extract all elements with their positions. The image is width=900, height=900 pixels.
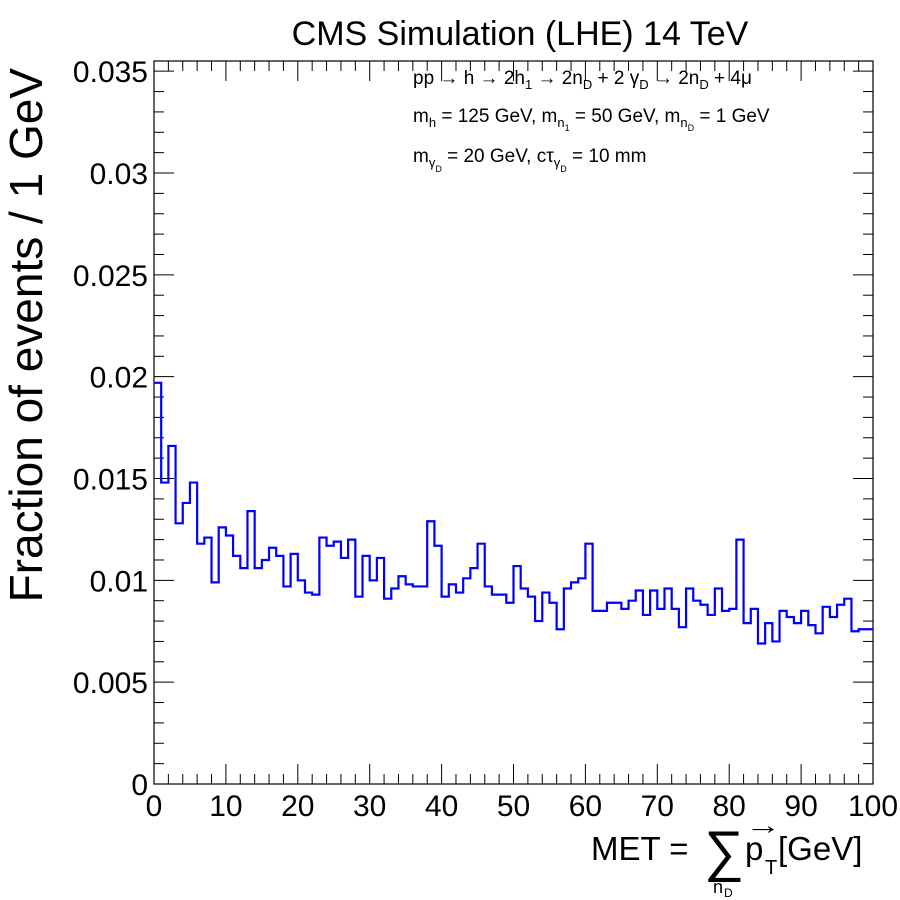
annotation-masses: mh = 125 GeV, mn1 = 50 GeV, mnD = 1 GeV: [413, 106, 770, 133]
x-tick-labels: 0 10 20 30 40 50 60 70 80 90 100: [146, 790, 898, 823]
y-tick-label: 0.03: [90, 158, 148, 191]
plot-frame: [153, 60, 874, 785]
y-tick-label: 0.025: [73, 260, 148, 293]
y-tick-label: 0.02: [90, 362, 148, 395]
y-tick-labels: 0 0.005 0.01 0.015 0.02 0.025 0.03 0.035: [73, 56, 148, 802]
y-tick-label: 0.01: [90, 565, 148, 598]
y-axis-label: Fraction of events / 1 GeV: [0, 68, 52, 603]
y-tick-label: 0.005: [73, 667, 148, 700]
x-tick-label: 40: [425, 790, 458, 823]
x-tick-label: 50: [497, 790, 530, 823]
x-tick-label: 80: [713, 790, 746, 823]
svg-text:n: n: [713, 877, 723, 897]
svg-text:MET =: MET =: [591, 830, 689, 867]
annotation-process: pp → h → 2h1 → 2nD + 2 γD → 2nD + 4μ: [413, 68, 752, 92]
svg-text:T: T: [765, 857, 777, 879]
y-tick-label: 0.035: [73, 56, 148, 89]
x-tick-label: 60: [569, 790, 602, 823]
x-tick-label: 100: [848, 790, 898, 823]
y-tick-label: 0: [131, 769, 148, 802]
svg-text:∑: ∑: [704, 819, 744, 882]
x-tick-label: 10: [209, 790, 242, 823]
svg-text:p: p: [745, 830, 763, 867]
x-axis-label: MET = ∑ n D p → T [GeV]: [591, 810, 862, 900]
chart-title: CMS Simulation (LHE) 14 TeV: [292, 15, 749, 53]
x-tick-label: 30: [353, 790, 386, 823]
annotation-dark-photon: mγD = 20 GeV, cτγD = 10 mm: [413, 146, 646, 174]
y-tick-label: 0.015: [73, 464, 148, 497]
x-tick-label: 0: [146, 790, 163, 823]
x-tick-label: 90: [784, 790, 817, 823]
x-tick-label: 20: [281, 790, 314, 823]
x-tick-label: 70: [641, 790, 674, 823]
svg-text:[GeV]: [GeV]: [778, 830, 862, 867]
axis-ticks: [153, 61, 874, 785]
histogram-series: [154, 381, 873, 645]
svg-text:D: D: [724, 886, 733, 900]
svg-text:→: →: [745, 810, 781, 840]
